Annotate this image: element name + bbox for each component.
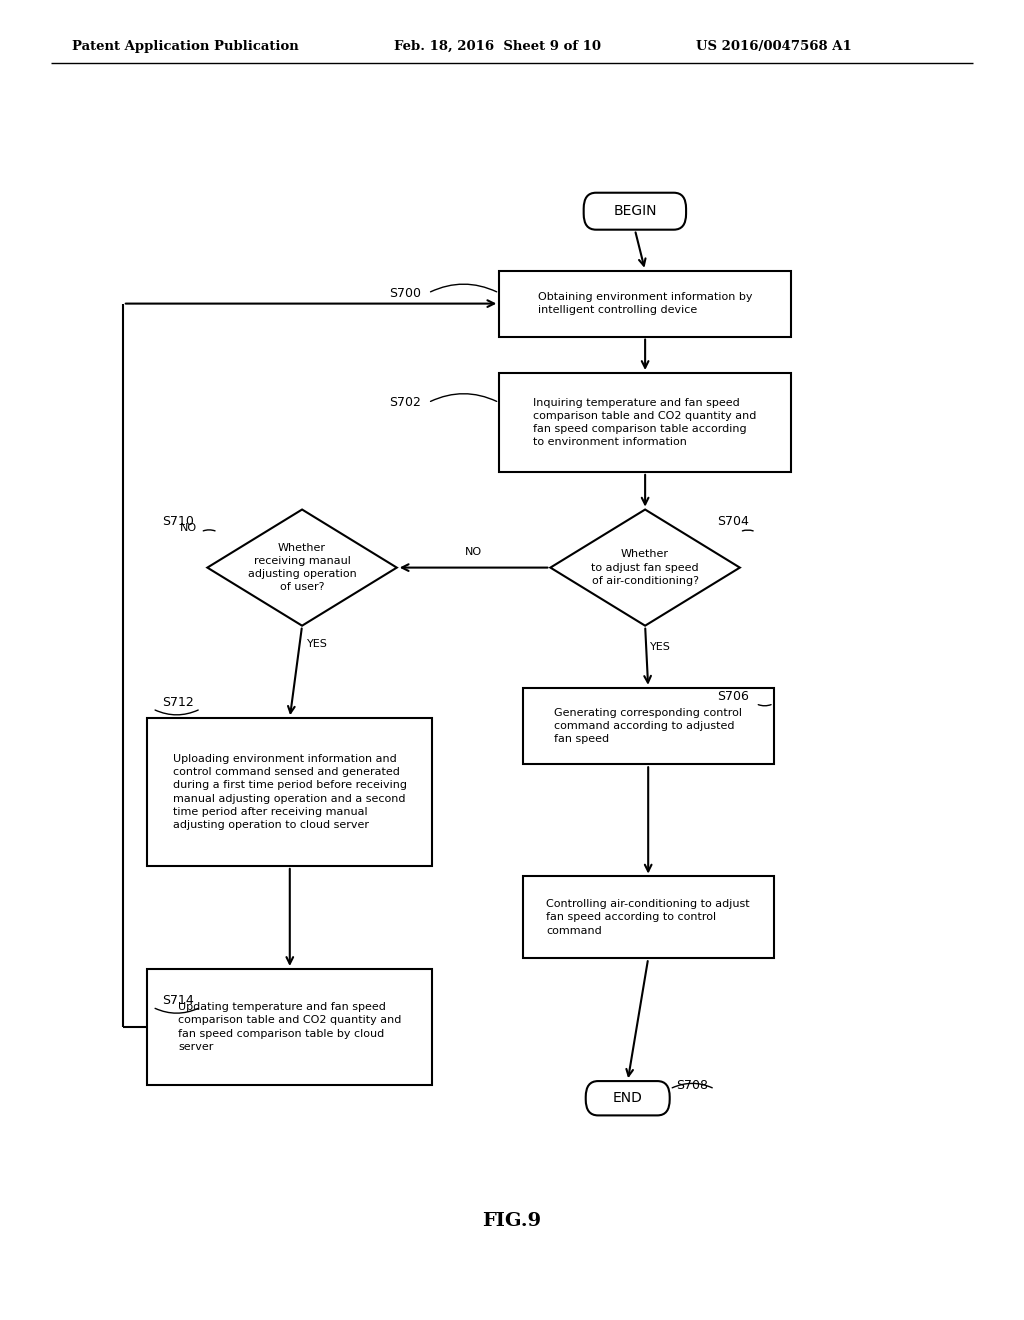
Polygon shape — [551, 510, 739, 626]
Text: FIG.9: FIG.9 — [482, 1212, 542, 1230]
Text: BEGIN: BEGIN — [613, 205, 656, 218]
Text: Whether
to adjust fan speed
of air-conditioning?: Whether to adjust fan speed of air-condi… — [591, 549, 699, 586]
Text: S704: S704 — [717, 515, 749, 528]
Text: S708: S708 — [676, 1078, 708, 1092]
Text: US 2016/0047568 A1: US 2016/0047568 A1 — [696, 40, 852, 53]
Text: S700: S700 — [389, 286, 421, 300]
Text: Feb. 18, 2016  Sheet 9 of 10: Feb. 18, 2016 Sheet 9 of 10 — [394, 40, 601, 53]
Text: Generating corresponding control
command according to adjusted
fan speed: Generating corresponding control command… — [554, 708, 742, 744]
Text: Updating temperature and fan speed
comparison table and CO2 quantity and
fan spe: Updating temperature and fan speed compa… — [178, 1002, 401, 1052]
Text: S706: S706 — [717, 690, 749, 704]
FancyBboxPatch shape — [147, 718, 432, 866]
Text: NO: NO — [465, 546, 482, 557]
Text: Whether
receiving manaul
adjusting operation
of user?: Whether receiving manaul adjusting opera… — [248, 543, 356, 593]
Text: Controlling air-conditioning to adjust
fan speed according to control
command: Controlling air-conditioning to adjust f… — [547, 899, 750, 936]
FancyBboxPatch shape — [522, 688, 774, 764]
Text: Patent Application Publication: Patent Application Publication — [72, 40, 298, 53]
FancyBboxPatch shape — [522, 876, 774, 958]
Text: Uploading environment information and
control command sensed and generated
durin: Uploading environment information and co… — [173, 754, 407, 830]
Text: S702: S702 — [389, 396, 421, 409]
FancyBboxPatch shape — [586, 1081, 670, 1115]
Text: Inquiring temperature and fan speed
comparison table and CO2 quantity and
fan sp: Inquiring temperature and fan speed comp… — [534, 397, 757, 447]
Text: S714: S714 — [162, 994, 194, 1007]
FancyBboxPatch shape — [147, 969, 432, 1085]
Text: S710: S710 — [162, 515, 194, 528]
FancyBboxPatch shape — [584, 193, 686, 230]
Text: END: END — [612, 1092, 643, 1105]
Text: YES: YES — [307, 639, 328, 649]
Text: S712: S712 — [162, 696, 194, 709]
Text: NO: NO — [180, 523, 197, 533]
FancyBboxPatch shape — [500, 372, 791, 471]
Text: Obtaining environment information by
intelligent controlling device: Obtaining environment information by int… — [538, 292, 753, 315]
FancyBboxPatch shape — [500, 271, 791, 337]
Polygon shape — [207, 510, 396, 626]
Text: YES: YES — [650, 642, 671, 652]
